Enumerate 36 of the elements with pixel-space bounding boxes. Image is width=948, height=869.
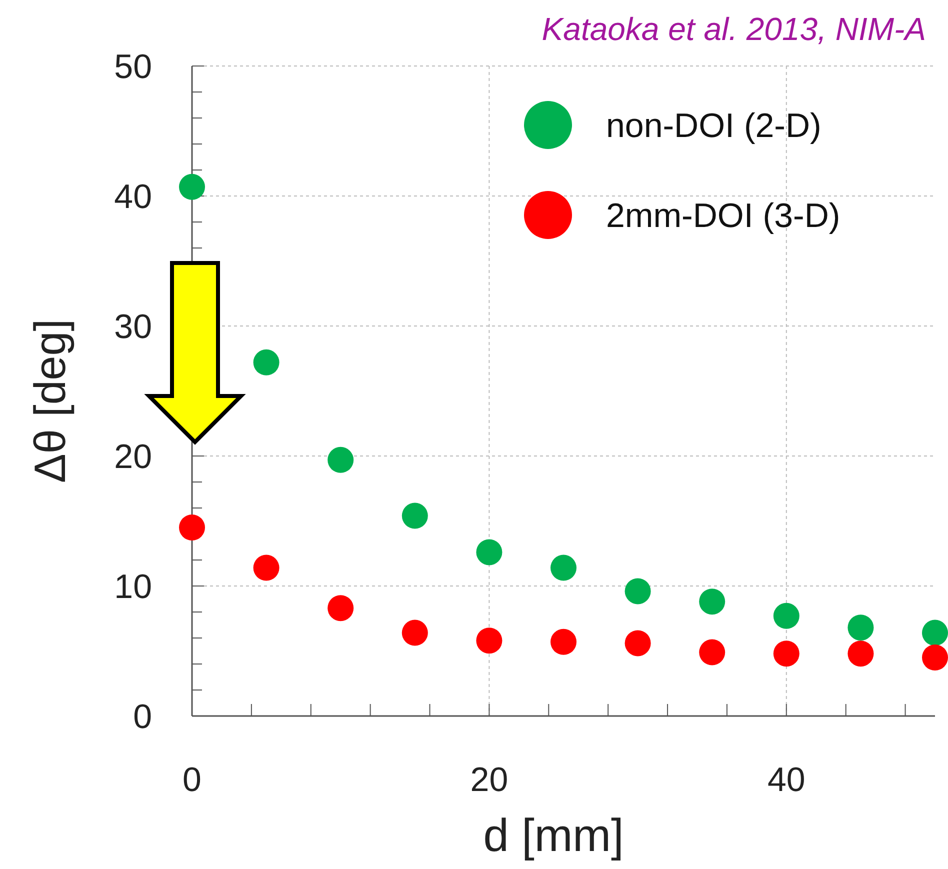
point [179, 514, 205, 540]
y-tick-label: 30 [114, 308, 152, 346]
y-tick-label: 0 [133, 698, 152, 736]
point [922, 644, 948, 670]
point [624, 630, 651, 656]
point [476, 628, 502, 654]
x-axis-title: d [mm] [483, 809, 624, 861]
y-axis-title: Δθ [deg] [26, 319, 75, 483]
point [773, 602, 800, 629]
point [550, 554, 576, 581]
point [922, 620, 948, 646]
legend-label: non-DOI (2-D) [606, 106, 822, 145]
x-tick-label: 40 [767, 761, 806, 799]
point [699, 639, 726, 666]
point [328, 595, 354, 622]
point [848, 614, 874, 641]
point [550, 628, 576, 655]
point [328, 446, 354, 473]
y-tick-label: 50 [114, 48, 152, 86]
point [179, 174, 205, 200]
point [253, 554, 280, 581]
x-tick-label: 0 [182, 761, 202, 799]
point [402, 620, 428, 646]
point [624, 578, 651, 604]
x-tick-label: 20 [470, 761, 508, 799]
y-tick-label: 10 [114, 568, 152, 606]
point [476, 539, 502, 566]
legend-label: 2mm-DOI (3-D) [606, 196, 840, 235]
point [402, 502, 428, 529]
text: Kataoka et al. 2013, NIM-A [542, 11, 926, 47]
point [773, 640, 800, 667]
y-tick-label: 40 [114, 178, 152, 216]
point [848, 640, 874, 667]
point [699, 588, 726, 615]
y-tick-label: 20 [114, 438, 152, 476]
point [253, 349, 280, 376]
